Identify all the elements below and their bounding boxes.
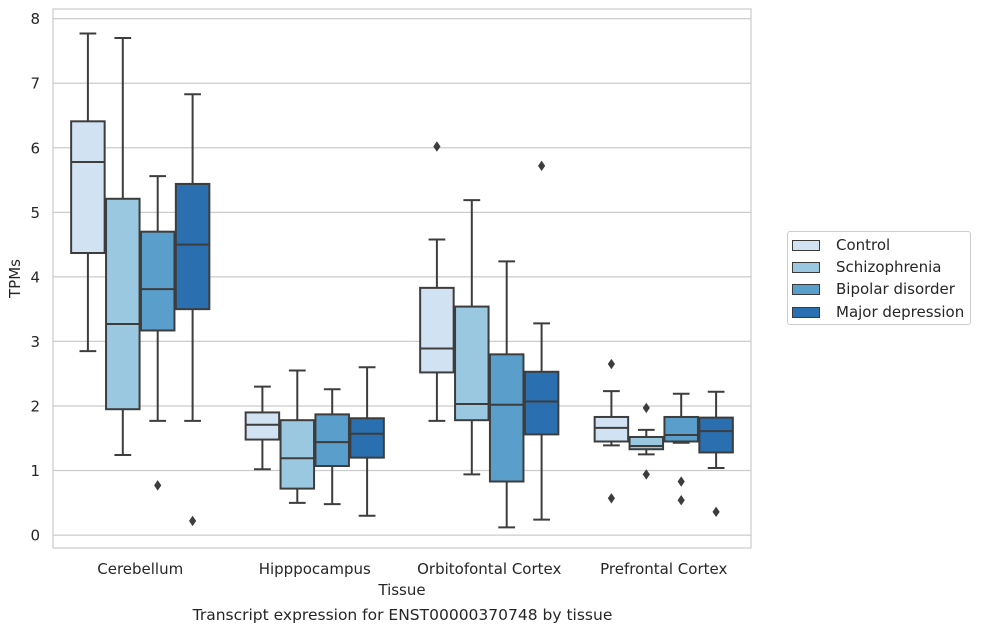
box-control-orbitofontal-cortex <box>419 141 455 422</box>
y-tick-label-1: 1 <box>30 462 40 480</box>
outlier-point <box>642 469 650 480</box>
x-tick-label-cerebellum: Cerebellum <box>97 560 183 578</box>
y-tick-label-0: 0 <box>30 527 40 545</box>
box-control-cerebellum <box>70 32 106 353</box>
y-tick-label-5: 5 <box>30 204 40 222</box>
box-body <box>105 197 141 411</box>
plot-frame <box>52 8 752 549</box>
box-body <box>663 415 699 443</box>
box-bipolar-disorder-orbitofontal-cortex <box>488 260 525 529</box>
box-major-depression-prefrontal-cortex <box>698 390 734 518</box>
outlier-point <box>607 358 615 370</box>
box-body <box>139 230 176 332</box>
box-body <box>593 415 630 443</box>
outlier-point <box>433 141 441 152</box>
legend-label-schizophrenia: Schizophrenia <box>836 258 942 276</box>
y-tick-label-8: 8 <box>30 10 40 28</box>
box-body <box>244 411 281 441</box>
box-body <box>279 419 316 490</box>
box-schizophrenia-prefrontal-cortex <box>628 402 665 480</box>
outlier-point <box>677 476 685 487</box>
legend-label-control: Control <box>836 236 891 254</box>
legend-label-bipolar-disorder: Bipolar disorder <box>836 280 955 298</box>
box-major-depression-hipppocampus <box>349 366 385 517</box>
box-body <box>174 182 211 311</box>
legend-swatch-major-depression <box>792 306 820 318</box>
outlier-point <box>154 480 162 491</box>
box-major-depression-cerebellum <box>174 93 211 527</box>
chart-legend: Control Schizophrenia Bipolar disorder M… <box>787 231 971 325</box>
outlier-point <box>677 495 685 506</box>
y-tick-label-4: 4 <box>30 268 40 286</box>
box-bipolar-disorder-hipppocampus <box>314 388 350 506</box>
box-plot-layer <box>70 32 734 529</box>
legend-swatch-schizophrenia <box>792 261 820 273</box>
x-tick-label-prefrontal-cortex: Prefrontal Cortex <box>600 560 727 578</box>
box-body <box>628 435 665 451</box>
box-body <box>349 417 385 459</box>
box-body <box>454 305 490 422</box>
outlier-point <box>538 160 546 172</box>
box-schizophrenia-orbitofontal-cortex <box>454 199 490 476</box>
x-tick-label-orbitofontal-cortex: Orbitofontal Cortex <box>417 560 561 578</box>
y-tick-label-2: 2 <box>30 397 40 415</box>
box-body <box>488 353 525 483</box>
outlier-point <box>189 515 197 527</box>
box-control-hipppocampus <box>244 385 281 471</box>
box-control-prefrontal-cortex <box>593 358 630 504</box>
x-tick-label-hipppocampus: Hipppocampus <box>259 560 371 578</box>
box-bipolar-disorder-cerebellum <box>139 175 176 491</box>
box-body <box>698 416 734 454</box>
outlier-point <box>607 493 615 504</box>
outlier-point <box>712 506 720 518</box>
outlier-point <box>642 402 650 414</box>
y-tick-labels: 0 1 2 3 4 5 6 7 8 <box>30 10 40 544</box>
legend-label-major-depression: Major depression <box>836 303 965 321</box>
legend-item-major-depression: Major depression <box>792 302 964 322</box>
box-body <box>523 370 560 436</box>
x-tick-labels: Cerebellum Hipppocampus Orbitofontal Corte… <box>97 560 727 578</box>
box-body <box>70 120 106 255</box>
x-axis-label: Tissue <box>377 581 425 599</box>
y-axis-label: TPMs <box>6 259 24 299</box>
box-body <box>419 286 455 374</box>
legend-item-control: Control <box>792 235 890 255</box>
legend-swatch-control <box>792 239 820 251</box>
box-major-depression-orbitofontal-cortex <box>523 160 560 521</box>
legend-item-bipolar-disorder: Bipolar disorder <box>792 279 955 299</box>
box-schizophrenia-hipppocampus <box>279 369 316 504</box>
box-body <box>314 413 350 468</box>
legend-item-schizophrenia: Schizophrenia <box>792 257 941 277</box>
box-bipolar-disorder-prefrontal-cortex <box>663 392 699 506</box>
y-tick-label-7: 7 <box>30 75 40 93</box>
box-schizophrenia-cerebellum <box>105 37 141 457</box>
y-tick-label-3: 3 <box>30 333 40 351</box>
chart-caption: Transcript expression for ENST0000037074… <box>192 606 613 624</box>
y-tick-label-6: 6 <box>30 139 40 157</box>
legend-swatch-bipolar-disorder <box>792 283 820 295</box>
